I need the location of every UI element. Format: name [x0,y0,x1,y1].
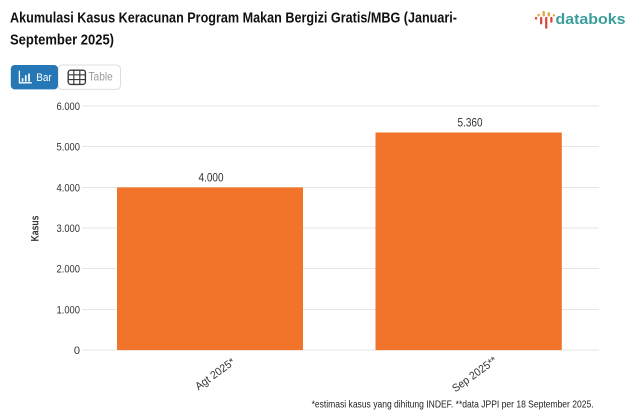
svg-text:Akumulasi Kasus Keracunan Prog: Akumulasi Kasus Keracunan Program Makan … [10,9,457,26]
svg-text:Sep 2025**: Sep 2025** [450,354,500,395]
svg-text:*estimasi kasus yang dihitung: *estimasi kasus yang dihitung INDEF. **d… [312,399,594,411]
svg-text:5.000: 5.000 [57,142,81,154]
svg-text:3.000: 3.000 [57,223,81,235]
svg-text:4.000: 4.000 [57,182,81,194]
svg-text:5.360: 5.360 [458,115,483,129]
svg-text:September 2025): September 2025) [10,32,114,49]
svg-text:6.000: 6.000 [57,101,81,113]
svg-text:2.000: 2.000 [57,264,81,276]
svg-text:databoks: databoks [556,11,626,28]
svg-text:1.000: 1.000 [57,304,81,316]
svg-text:4.000: 4.000 [199,170,224,184]
svg-text:Kasus: Kasus [30,216,42,242]
svg-text:0: 0 [74,345,80,357]
svg-text:Bar: Bar [36,72,52,84]
svg-text:Table: Table [89,70,113,84]
svg-text:Agt 2025*: Agt 2025* [193,356,238,393]
